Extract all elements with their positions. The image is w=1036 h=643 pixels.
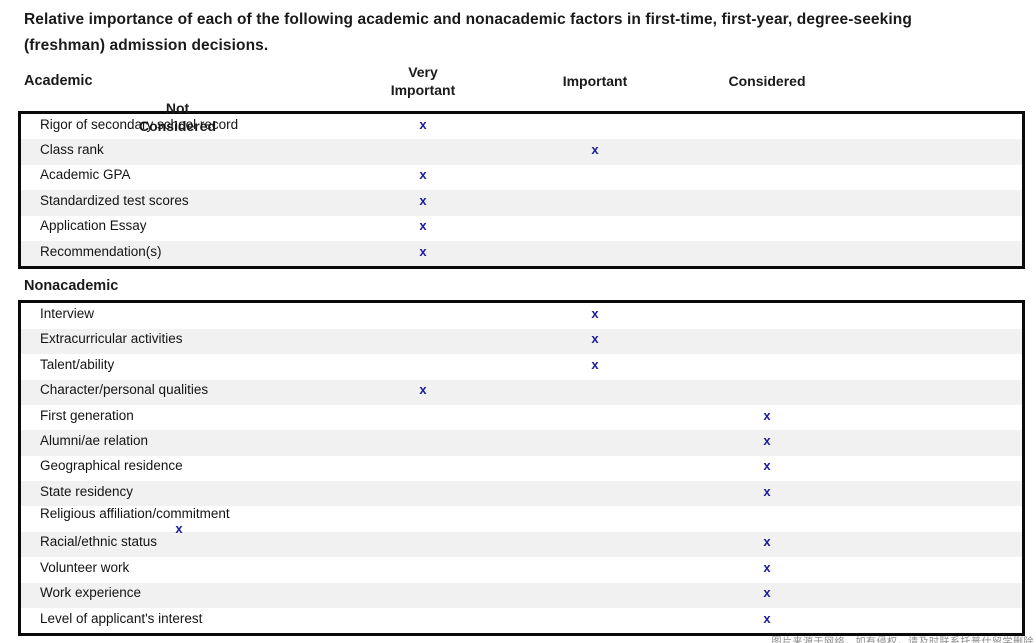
table-row: Work experience x <box>21 582 1022 609</box>
rating-x-mark: x <box>419 218 427 234</box>
table-row: Rigor of secondary school record x <box>21 114 1022 140</box>
factor-label: Religious affiliation/commitment <box>40 506 230 522</box>
rating-x-mark: x <box>763 559 771 575</box>
rating-x-mark: x <box>419 382 427 398</box>
table-row: Extracurricular activities x <box>21 328 1022 355</box>
factor-label: Level of applicant's interest <box>40 610 203 626</box>
column-header-considered: Considered <box>728 73 806 89</box>
rating-x-mark: x <box>419 192 427 208</box>
table-row: Interview x <box>21 303 1022 329</box>
table-row: Recommendation(s) x <box>21 240 1022 267</box>
factor-label: Character/personal qualities <box>40 382 209 398</box>
factor-label: Talent/ability <box>40 356 115 372</box>
factor-label: Academic GPA <box>40 167 131 183</box>
table-header-row: Academic Very Important Important Consid… <box>18 63 1025 134</box>
factor-label: State residency <box>40 483 134 499</box>
section-header-nonacademic: Nonacademic <box>24 278 119 295</box>
section-header-academic: Academic <box>24 73 93 89</box>
page-title: Relative importance of each of the follo… <box>24 11 912 54</box>
table-row: Application Essay x <box>21 215 1022 241</box>
rating-x-mark: x <box>763 407 771 423</box>
factor-label: Racial/ethnic status <box>40 534 158 550</box>
rating-x-mark: x <box>763 610 771 626</box>
rating-x-mark: x <box>763 483 771 499</box>
table-row: Level of applicant's interest x <box>21 608 1022 634</box>
factor-label: Extracurricular activities <box>40 331 183 347</box>
academic-factors-table: Rigor of secondary school record x Class r… <box>18 111 1025 270</box>
table-row: Geographical residence x <box>21 455 1022 482</box>
rating-x-mark: x <box>591 305 599 321</box>
rating-x-mark: x <box>419 116 427 132</box>
table-row: Talent/ability x <box>21 354 1022 380</box>
nonacademic-factors-table: Interview x Extracurricular activities x Tal… <box>18 300 1025 637</box>
factor-label: Standardized test scores <box>40 192 189 208</box>
table-row: State residency x <box>21 481 1022 507</box>
rating-x-mark: x <box>419 243 427 259</box>
rating-x-mark: x <box>591 356 599 372</box>
rating-x-mark: x <box>763 585 771 601</box>
column-header-important: Important <box>562 73 628 89</box>
table-row: Standardized test scores x <box>21 190 1022 216</box>
watermark-text: 图片来源于网络，如有侵权，请及时联系托普仕留学删除 <box>771 637 1034 643</box>
rating-x-mark: x <box>763 458 771 474</box>
table-row: Class rank x <box>21 139 1022 165</box>
table-row: Character/personal qualities x <box>21 379 1022 405</box>
table-row: Racial/ethnic status x <box>21 531 1022 558</box>
document-page: Relative importance of each of the follo… <box>0 7 1036 643</box>
rating-x-mark: x <box>763 534 771 550</box>
table-row: Academic GPA x <box>21 164 1022 191</box>
factor-label: Alumni/ae relation <box>40 432 149 448</box>
factor-label: Geographical residence <box>40 458 183 474</box>
rating-x-mark: x <box>591 331 599 347</box>
rating-x-mark: x <box>419 167 427 183</box>
factor-label: Class rank <box>40 141 104 157</box>
factor-label: Rigor of secondary school record <box>40 116 239 132</box>
rating-x-mark: x <box>763 432 771 448</box>
factor-label: First generation <box>40 407 134 423</box>
rating-x-mark: x <box>175 521 183 537</box>
table-row: Alumni/ae relation x <box>21 430 1022 456</box>
factor-label: Application Essay <box>40 218 147 234</box>
rating-x-mark: x <box>591 141 599 157</box>
factor-label: Interview <box>40 305 95 321</box>
table-row: Volunteer work x <box>21 557 1022 583</box>
table-row: First generation x <box>21 404 1022 431</box>
factor-label: Work experience <box>40 585 142 601</box>
factor-label: Volunteer work <box>40 559 130 575</box>
table-row: Religious affiliation/commitment x <box>21 506 1022 536</box>
column-header-not-considered: Not Considered <box>138 100 216 134</box>
factor-label: Recommendation(s) <box>40 243 162 259</box>
column-header-very-important: Very Important <box>390 64 456 98</box>
